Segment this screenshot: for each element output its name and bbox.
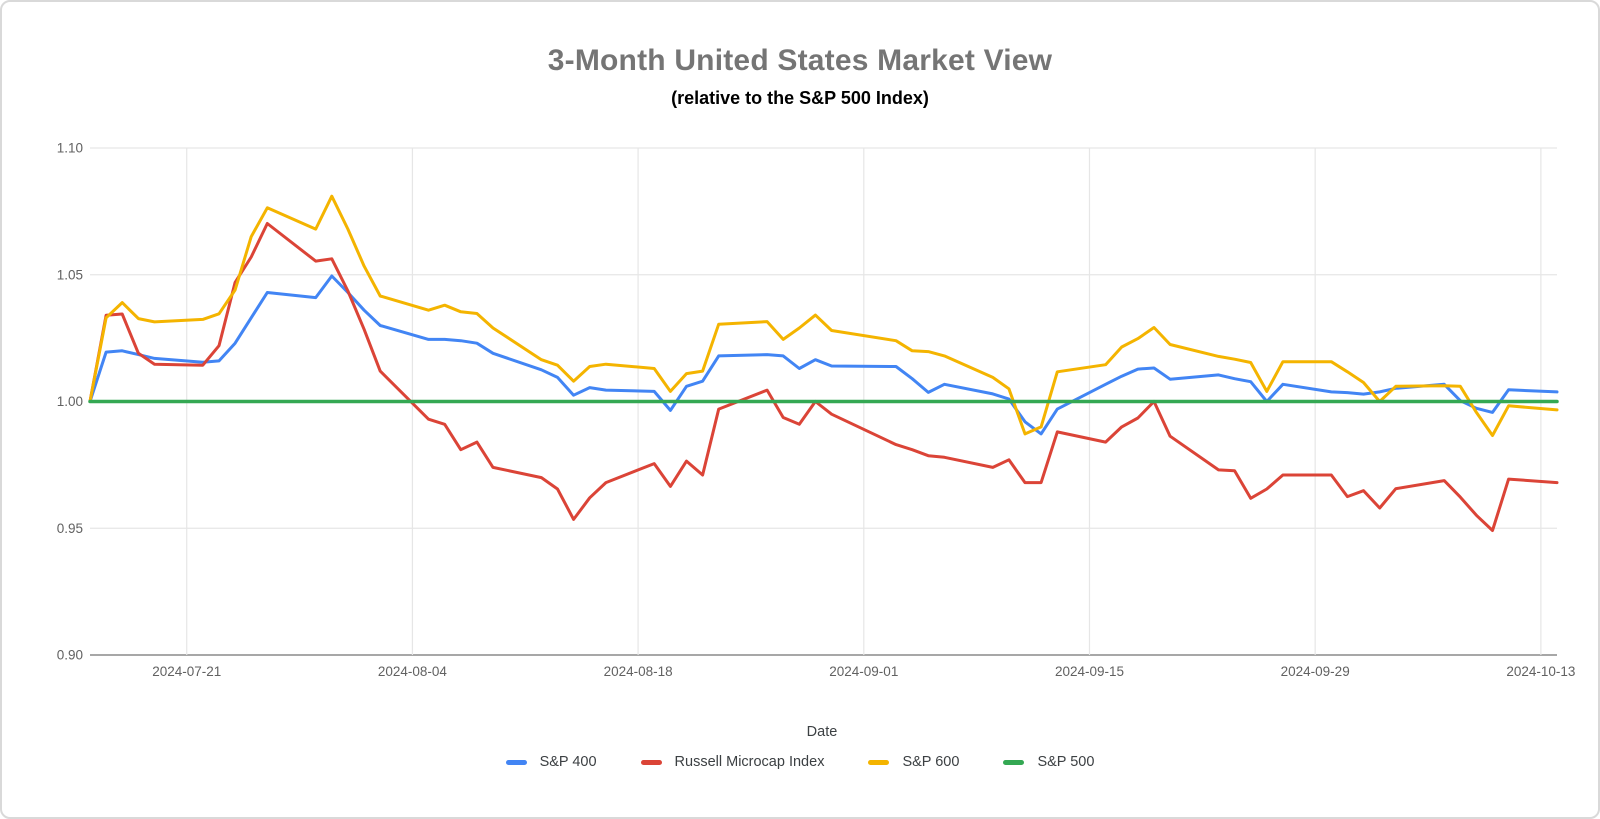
x-axis-tick-label: 2024-09-15 bbox=[1055, 664, 1124, 679]
y-axis-tick-label: 0.90 bbox=[57, 648, 83, 663]
x-axis-tick-label: 2024-09-29 bbox=[1281, 664, 1350, 679]
legend-label: S&P 600 bbox=[902, 754, 960, 770]
legend-item-s-p-400: S&P 400 bbox=[505, 754, 597, 770]
y-axis-tick-label: 0.95 bbox=[57, 521, 83, 536]
chart-title: 3-Month United States Market View bbox=[547, 44, 1053, 77]
x-axis-tick-label: 2024-07-21 bbox=[152, 664, 221, 679]
y-axis-tick-label: 1.05 bbox=[57, 267, 83, 282]
chart-subtitle: (relative to the S&P 500 Index) bbox=[671, 88, 929, 108]
legend-swatch-icon bbox=[868, 759, 890, 765]
legend-item-russell-microcap-index: Russell Microcap Index bbox=[640, 754, 825, 770]
series-line-s-p-600 bbox=[88, 194, 1559, 437]
x-axis-tick-label: 2024-08-04 bbox=[378, 664, 448, 679]
series-line-russell-microcap-index bbox=[88, 222, 1559, 532]
legend-swatch-icon bbox=[505, 759, 527, 765]
x-axis-title: Date bbox=[806, 724, 838, 740]
series-line-s-p-400 bbox=[88, 274, 1559, 436]
legend-label: Russell Microcap Index bbox=[674, 754, 825, 770]
x-axis-tick-label: 2024-10-13 bbox=[1506, 664, 1575, 679]
legend-label: S&P 400 bbox=[539, 754, 597, 770]
legend-swatch-icon bbox=[640, 759, 662, 765]
y-axis-tick-label: 1.00 bbox=[57, 394, 83, 409]
series-lines bbox=[88, 194, 1559, 532]
y-axis-tick-label: 1.10 bbox=[57, 141, 83, 156]
x-gridlines: 2024-07-21 2024-08-04 2024-08-18 2024-09-01… bbox=[152, 148, 1575, 679]
legend-item-s-p-500: S&P 500 bbox=[1003, 754, 1094, 770]
legend-item-s-p-600: S&P 600 bbox=[868, 754, 959, 770]
x-axis-tick-label: 2024-09-01 bbox=[829, 664, 898, 679]
x-axis-tick-label: 2024-08-18 bbox=[604, 664, 673, 679]
legend: S&P 400 Russell Microcap Index S&P 600 S&P … bbox=[2, 754, 1598, 770]
legend-swatch-icon bbox=[1003, 759, 1025, 765]
legend-label: S&P 500 bbox=[1037, 754, 1095, 770]
